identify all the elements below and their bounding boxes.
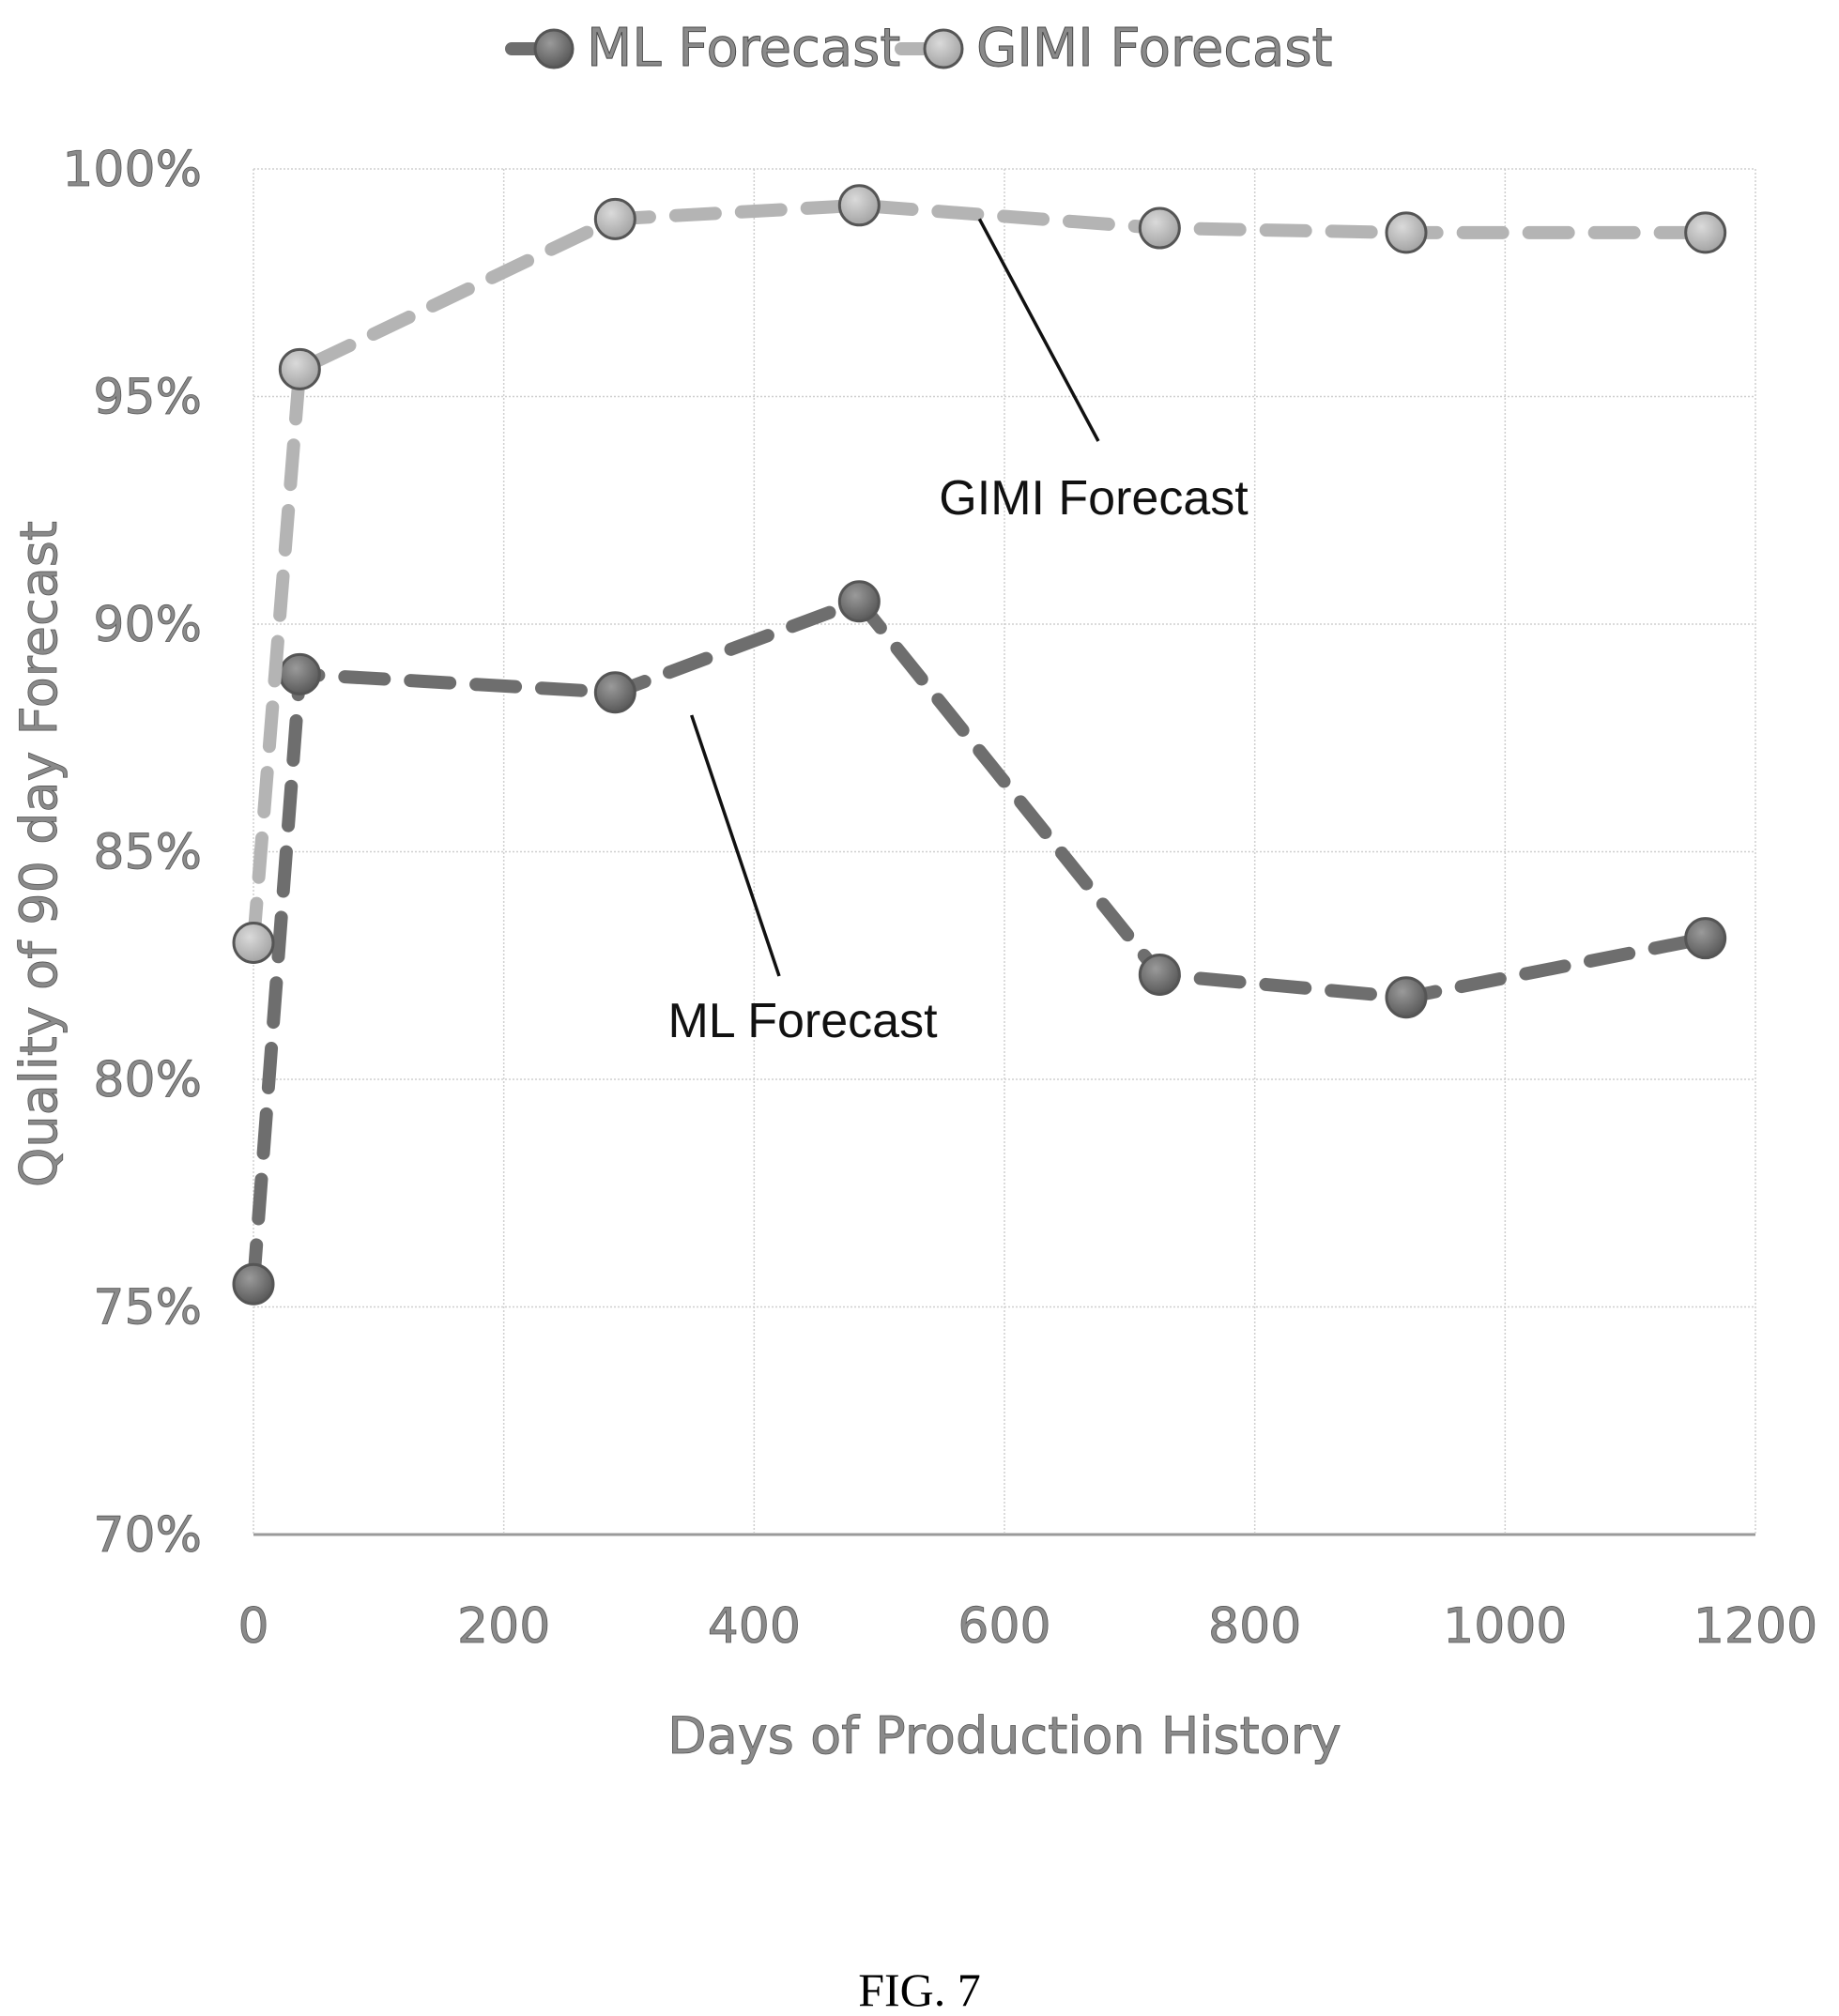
data-point bbox=[1385, 211, 1428, 254]
data-point bbox=[1684, 211, 1727, 254]
data-point bbox=[593, 671, 636, 714]
axes: 70% 75% 80% 85% 90% 95% 100% 0 200 400 600 800 1000 1… bbox=[62, 142, 1818, 1656]
x-tick-label: 1200 bbox=[1693, 1598, 1817, 1655]
legend: ML Forecast GIMI Forecast bbox=[505, 18, 1333, 79]
series bbox=[232, 184, 1727, 1306]
annotation-callout-line bbox=[690, 714, 781, 977]
y-axis-title: Quality of 90 day Forecast bbox=[9, 521, 69, 1187]
data-point bbox=[1385, 976, 1428, 1019]
data-point bbox=[1684, 917, 1727, 960]
gridlines bbox=[253, 168, 1756, 1536]
data-point bbox=[1138, 206, 1181, 250]
legend-swatch-marker bbox=[923, 28, 964, 69]
x-tick-label: 1000 bbox=[1443, 1598, 1567, 1655]
legend-label: ML Forecast bbox=[587, 18, 900, 79]
legend-item-ml-forecast: ML Forecast bbox=[505, 18, 901, 79]
annotations: GIMI Forecast ML Forecast bbox=[667, 218, 1249, 1048]
y-tick-label: 75% bbox=[93, 1280, 202, 1336]
x-axis-title: Days of Production History bbox=[667, 1706, 1341, 1765]
y-tick-label: 90% bbox=[93, 597, 202, 653]
annotation-label: ML Forecast bbox=[667, 994, 938, 1048]
series-line-gimi-forecast bbox=[247, 198, 1712, 950]
series-line-ml-forecast bbox=[247, 594, 1712, 1291]
data-point bbox=[232, 1262, 275, 1306]
legend-swatch-marker bbox=[533, 28, 575, 69]
x-tick-label: 800 bbox=[1208, 1598, 1301, 1655]
data-point bbox=[593, 197, 636, 240]
legend-label: GIMI Forecast bbox=[976, 18, 1333, 79]
x-tick-label: 200 bbox=[457, 1598, 550, 1655]
figure-caption: FIG. 7 bbox=[858, 1963, 981, 2016]
x-tick-label: 0 bbox=[238, 1598, 268, 1655]
data-point bbox=[278, 652, 321, 695]
data-point bbox=[1138, 953, 1181, 996]
annotation-callout-line bbox=[977, 218, 1100, 442]
legend-item-gimi-forecast: GIMI Forecast bbox=[895, 18, 1333, 79]
data-point bbox=[232, 922, 275, 964]
y-tick-label: 80% bbox=[93, 1052, 202, 1108]
y-tick-label: 100% bbox=[62, 142, 202, 198]
x-tick-label: 600 bbox=[958, 1598, 1050, 1655]
y-tick-label: 70% bbox=[93, 1507, 202, 1564]
x-tick-label: 400 bbox=[708, 1598, 801, 1655]
data-point bbox=[837, 184, 881, 227]
y-tick-label: 95% bbox=[93, 370, 202, 426]
data-point bbox=[837, 580, 881, 623]
data-point bbox=[278, 347, 321, 390]
annotation-label: GIMI Forecast bbox=[939, 471, 1249, 526]
y-tick-label: 85% bbox=[93, 825, 202, 881]
